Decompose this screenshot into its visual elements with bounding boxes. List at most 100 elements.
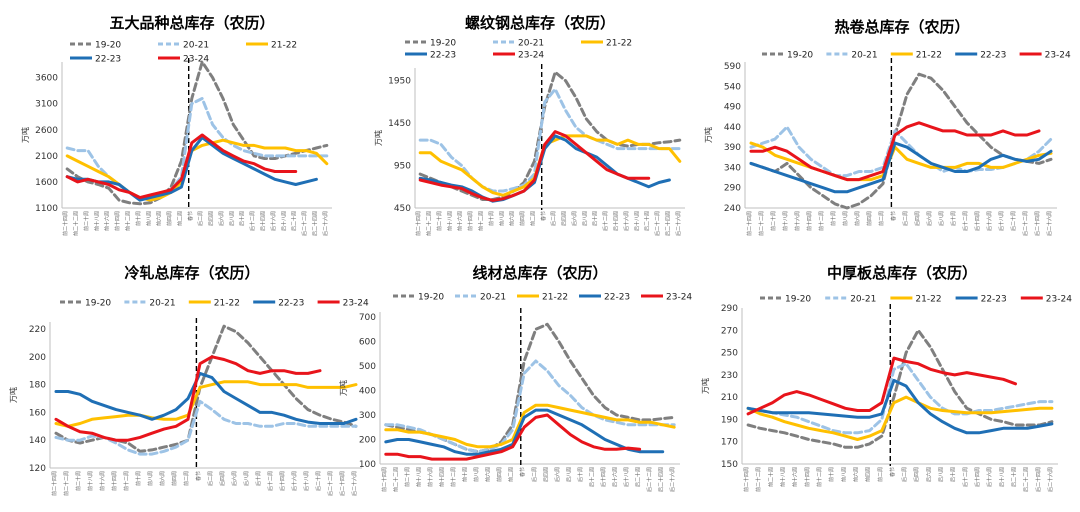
legend-label: 22-23 — [604, 293, 630, 303]
y-tick-label: 100 — [359, 460, 376, 470]
x-tick-label: 后二十周 — [644, 211, 651, 231]
y-tick-label: 2600 — [35, 126, 58, 136]
x-tick-label: 后六周 — [218, 211, 225, 226]
x-tick-label: 后二十四周 — [1035, 467, 1042, 492]
legend-item-19-20: 19-20 — [393, 293, 444, 303]
x-tick-label: 后二十四周 — [658, 467, 665, 492]
x-tick-label: 后四周 — [561, 211, 568, 226]
legend-label: 19-20 — [785, 295, 811, 305]
legend-label: 20-21 — [851, 51, 877, 61]
y-tick-label: 2100 — [35, 152, 58, 162]
x-tick-label: 后十二周 — [962, 467, 969, 487]
x-tick-label: 后十八周 — [280, 211, 287, 231]
y-tick-label: 1450 — [388, 119, 411, 129]
x-tick-label: 后二十四周 — [664, 211, 671, 236]
legend-label: 22-23 — [981, 295, 1007, 305]
series-line-23-24 — [418, 130, 651, 202]
x-tick-label: 后二十六周 — [675, 211, 682, 236]
series-line-23-24 — [65, 133, 298, 200]
legend-item-20-21: 20-21 — [826, 51, 878, 61]
legend-item-23-24: 23-24 — [641, 293, 692, 303]
x-tick-label: 后二十周 — [635, 467, 642, 487]
series-line-20-21 — [54, 399, 358, 456]
y-tick-label: 500 — [359, 362, 376, 372]
series-line-21-22 — [746, 395, 1054, 441]
y-tick-label: 150 — [721, 460, 738, 470]
x-tick-label: 前十八周 — [782, 211, 789, 231]
x-tick-label: 前十四周 — [806, 211, 813, 231]
x-tick-label: 前十八周 — [93, 211, 100, 231]
legend-item-19-20: 19-20 — [762, 51, 813, 61]
y-tick-label: 600 — [359, 337, 376, 347]
x-tick-label: 后十周 — [950, 467, 957, 482]
x-tick-label: 前八周 — [842, 211, 849, 226]
x-tick-label: 后二十六周 — [669, 467, 676, 492]
y-tick-label: 400 — [359, 386, 376, 396]
x-tick-label: 后六周 — [926, 211, 933, 226]
legend-item-22-23: 22-23 — [405, 51, 456, 61]
x-tick-label: 前二十周 — [75, 471, 82, 491]
x-tick-label: 后二十四周 — [311, 211, 318, 236]
series-line-22-23 — [65, 136, 318, 202]
legend-label: 23-24 — [1046, 295, 1072, 305]
series-line-23-24 — [54, 355, 322, 442]
legend-item-22-23: 22-23 — [955, 51, 1006, 61]
y-tick-label: 180 — [29, 381, 46, 391]
y-axis-label: 万吨 — [700, 378, 710, 394]
chart-title: 冷轧总库存（农历） — [124, 264, 259, 282]
y-tick-label: 440 — [724, 123, 741, 133]
x-tick-label: 前二周 — [529, 211, 536, 226]
x-tick-label: 后十二周 — [249, 211, 256, 231]
x-tick-label: 前十六周 — [792, 467, 799, 487]
x-tick-label: 前十二周 — [125, 211, 132, 231]
x-tick-label: 前十八周 — [415, 467, 422, 487]
series-line-19-20 — [54, 324, 358, 453]
series-line-23-24 — [749, 121, 1041, 182]
x-tick-label: 春节 — [889, 467, 896, 477]
x-tick-label: 前十二周 — [818, 211, 825, 231]
legend-item-23-24: 23-24 — [317, 299, 369, 309]
chart-panel-4: 冷轧总库存（农历） 19-20 20-21 21-22 22-23 23-24 120 140… — [8, 264, 369, 496]
chart-title: 五大品种总库存（农历） — [109, 14, 274, 32]
y-tick-label: 300 — [359, 411, 376, 421]
legend-item-19-20: 19-20 — [405, 39, 456, 49]
y-tick-label: 210 — [721, 393, 738, 403]
x-tick-label: 后八周 — [565, 467, 572, 482]
x-tick-label: 后二十六周 — [322, 211, 329, 236]
legend-label: 20-21 — [850, 295, 876, 305]
x-tick-label: 后二十二周 — [1022, 211, 1029, 236]
legend-label: 21-22 — [271, 41, 297, 51]
x-tick-label: 后八周 — [938, 467, 945, 482]
x-tick-label: 前十四周 — [114, 211, 121, 231]
x-tick-label: 前二十二周 — [63, 471, 70, 496]
y-tick-label: 1950 — [388, 77, 411, 87]
x-tick-label: 后二十六周 — [1047, 467, 1054, 492]
x-tick-label: 后二周 — [531, 467, 538, 482]
x-tick-label: 前四周 — [866, 211, 873, 226]
series-line-22-23 — [746, 378, 1054, 435]
x-tick-label: 后二十六周 — [351, 471, 358, 496]
x-tick-label: 后二周 — [197, 211, 204, 226]
chart-title: 中厚板总库存（农历） — [827, 264, 977, 282]
x-tick-label: 后十八周 — [303, 471, 310, 491]
x-tick-label: 前八周 — [498, 211, 505, 226]
x-tick-label: 前二十四周 — [415, 211, 422, 236]
x-tick-label: 前六周 — [854, 211, 861, 226]
y-tick-label: 120 — [29, 464, 46, 474]
x-tick-label: 后十四周 — [974, 467, 981, 487]
legend-label: 21-22 — [916, 51, 942, 61]
x-tick-label: 前八周 — [147, 471, 154, 486]
x-tick-label: 前二十四周 — [743, 467, 750, 492]
x-tick-label: 前十六周 — [99, 471, 106, 491]
y-axis-label: 万吨 — [373, 130, 383, 146]
series-line-22-23 — [749, 141, 1053, 194]
chart-title: 热卷总库存（农历） — [834, 18, 969, 36]
legend-item-21-22: 21-22 — [581, 39, 632, 49]
x-tick-label: 前十八周 — [87, 471, 94, 491]
x-tick-label: 前二周 — [183, 471, 190, 486]
legend-label: 22-23 — [980, 51, 1006, 61]
y-tick-label: 240 — [724, 204, 741, 214]
x-tick-label: 前四周 — [496, 467, 503, 482]
x-tick-label: 前十六周 — [457, 211, 464, 231]
series-line-19-20 — [749, 72, 1053, 210]
